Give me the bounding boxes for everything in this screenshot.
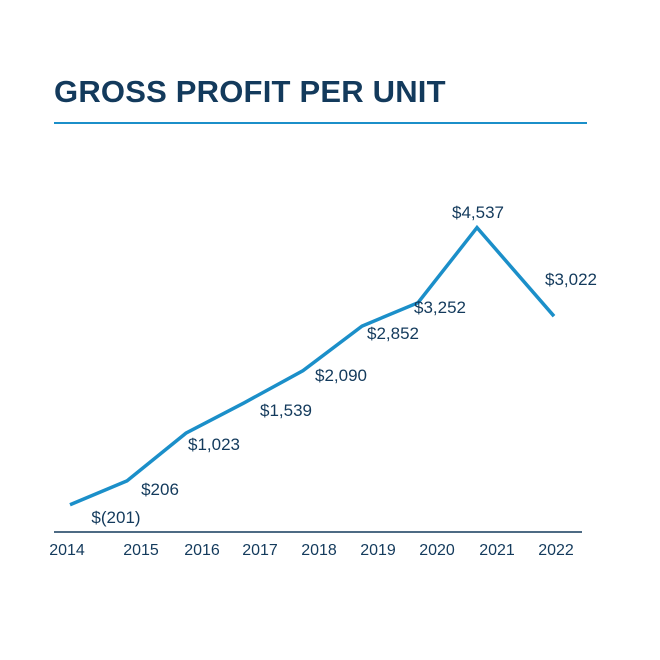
x-tick-label-2015: 2015: [123, 542, 159, 559]
data-labels: $(201)$206 $1,023 $1,539$2,090 $2,852 $3,252…: [91, 203, 597, 527]
data-label-2019: $2,852: [367, 324, 419, 343]
x-tick-label-2022: 2022: [538, 542, 574, 559]
data-label-2015: $206: [141, 480, 179, 499]
data-label-2022: $3,022: [545, 270, 597, 289]
data-label-2018: $2,090: [315, 366, 367, 385]
data-label-2017: $1,539: [260, 401, 312, 420]
x-tick-label-2018: 2018: [301, 542, 337, 559]
series-line: [69, 224, 556, 507]
x-tick-label-2017: 2017: [242, 542, 278, 559]
chart-title: GROSS PROFIT PER UNIT: [54, 74, 446, 109]
x-tick-label-2019: 2019: [360, 542, 396, 559]
data-label-2020: $3,252: [414, 298, 466, 317]
data-label-2016: $1,023: [188, 435, 240, 454]
x-tick-label-2021: 2021: [479, 542, 515, 559]
x-tick-label-2020: 2020: [419, 542, 455, 559]
x-tick-label-2014: 2014: [49, 542, 85, 559]
x-tick-label-2016: 2016: [184, 542, 220, 559]
data-label-2014: $(201): [91, 508, 140, 527]
x-tick-labels: 2014 2015 2016 2017 2018 2019 2020 2021 2022: [49, 542, 574, 559]
data-label-2021: $4,537: [452, 203, 504, 222]
title-underline: [54, 122, 587, 124]
